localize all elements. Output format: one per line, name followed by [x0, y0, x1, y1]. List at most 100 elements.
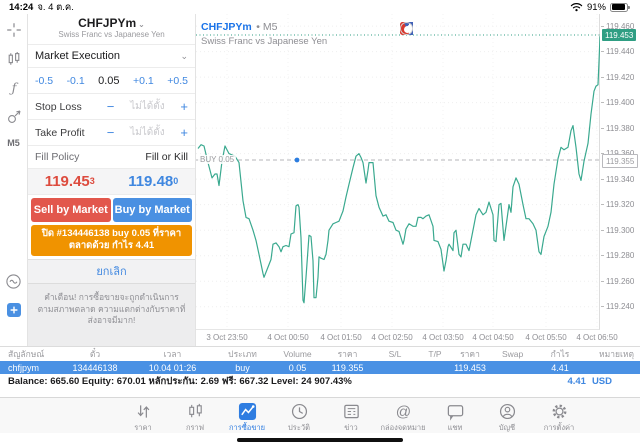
indicators-icon[interactable]: ƒ — [6, 80, 22, 97]
tab-label: ข่าว — [344, 423, 358, 432]
wifi-icon — [570, 3, 583, 12]
fill-policy-row[interactable]: Fill Policy Fill or Kill — [28, 145, 195, 168]
tab-news[interactable]: ข่าว — [325, 400, 377, 434]
position-row[interactable]: chfjpym 134446138 10.04 01:26 buy 0.05 119.35… — [0, 361, 640, 374]
take-profit-row: Take Profit − ไม่ได้ตั้ง + — [28, 119, 195, 145]
current-price-tag: 119.453 — [602, 29, 637, 41]
account-summary-row: Balance: 665.60 Equity: 670.01 หลักประกั… — [0, 374, 640, 389]
chevron-down-icon: ⌄ — [180, 50, 188, 61]
price-tick-label: 119.460 — [601, 22, 640, 31]
volume-dec-small-button[interactable]: -0.1 — [66, 74, 85, 87]
volume-value[interactable]: 0.05 — [98, 74, 120, 87]
sell-button[interactable]: Sell by Market — [31, 198, 111, 222]
table-header-row: สัญลักษณ์ ตั๋ว เวลา ประเภท Volume ราคา S/L T/P ร… — [0, 347, 640, 361]
status-bar: 14:24 จ. 4 ต.ค. 91% — [0, 0, 640, 14]
volume-dec-large-button[interactable]: -0.5 — [35, 74, 54, 87]
tab-label: กราฟ — [185, 423, 205, 432]
fill-policy-value: Fill or Kill — [145, 151, 188, 163]
price-tick-label: 119.280 — [601, 251, 640, 260]
svg-text:@: @ — [395, 403, 410, 420]
tabs-container: ราคา กราฟ การซื้อขาย ประวัติ ข่าว @ กล่องจดหมา… — [117, 400, 585, 434]
crosshair-icon[interactable] — [6, 22, 22, 38]
time-axis[interactable]: 3 Oct 23:50 4 Oct 00:50 4 Oct 01:50 4 Oct 0… — [196, 330, 617, 346]
chart-toolbar: ƒ M5 — [0, 14, 28, 346]
time-tick-label: 4 Oct 01:50 — [320, 333, 362, 342]
news-icon — [343, 404, 359, 419]
header-cell-3: ประเภท — [228, 349, 257, 359]
tab-label: การตั้งค่า — [543, 423, 575, 432]
tab-history[interactable]: ประวัติ — [273, 400, 325, 434]
status-right: 91% — [570, 2, 631, 13]
row-cell-8: 119.453 — [454, 362, 486, 373]
tab-label: แชท — [447, 423, 463, 432]
home-indicator[interactable] — [237, 438, 403, 442]
symbol-header[interactable]: CHFJPYm ⌄ Swiss Franc vs Japanese Yen — [28, 14, 195, 44]
price-tick-label: 119.260 — [601, 277, 640, 286]
row-cell-0: chfjpym — [8, 362, 40, 373]
timeframe-button[interactable]: M5 — [7, 138, 20, 148]
stop-loss-plus-button[interactable]: + — [180, 99, 188, 114]
row-cell-4: 0.05 — [288, 362, 307, 373]
take-profit-minus-button[interactable]: − — [106, 125, 115, 140]
volume-stepper: -0.5 -0.1 0.05 +0.1 +0.5 — [28, 67, 195, 93]
header-cell-2: เวลา — [163, 349, 182, 359]
quick-trade-icon[interactable] — [5, 273, 22, 290]
status-time-date: 14:24 จ. 4 ต.ค. — [9, 0, 74, 15]
time-tick-label: 4 Oct 06:50 — [576, 333, 618, 342]
execution-warning: คำเตือน! การซื้อขายจะถูกดำเนินการตามสภาพ… — [37, 291, 186, 326]
close-position-banner[interactable]: ปิด #134446138 buy 0.05 ที่ราคาตลาดด้วย … — [31, 225, 192, 256]
header-cell-7: T/P — [428, 349, 442, 359]
status-time: 14:24 — [9, 1, 34, 13]
header-cell-5: ราคา — [337, 349, 358, 359]
price-axis[interactable]: 119.460 119.440 119.420 119.400 119.380 119.3… — [601, 14, 640, 330]
take-profit-label: Take Profit — [35, 126, 85, 139]
time-tick-label: 4 Oct 04:50 — [472, 333, 514, 342]
svg-text:ƒ: ƒ — [8, 82, 18, 97]
price-tick-label: 119.440 — [601, 47, 640, 56]
order-buttons: Sell by Market Buy by Market — [28, 195, 195, 225]
positions-table: สัญลักษณ์ ตั๋ว เวลา ประเภท Volume ราคา S/L T/P ร… — [0, 346, 640, 389]
chart-area: CHFJPYm • M5 Swiss Franc vs Japanese Yen… — [196, 14, 640, 346]
row-cell-10: 4.41 — [551, 362, 569, 373]
objects-icon[interactable] — [6, 109, 22, 125]
price-tick-label: 119.360 — [601, 149, 640, 158]
buy-button[interactable]: Buy by Market — [112, 198, 192, 222]
take-profit-value[interactable]: ไม่ได้ตั้ง — [130, 127, 165, 138]
time-tick-label: 4 Oct 02:50 — [371, 333, 413, 342]
trade-panel: CHFJPYm ⌄ Swiss Franc vs Japanese Yen Mar… — [28, 14, 196, 346]
order-type-select[interactable]: Market Execution ⌄ — [28, 44, 195, 67]
take-profit-plus-button[interactable]: + — [180, 125, 188, 140]
balance-summary: Balance: 665.60 Equity: 670.01 หลักประกั… — [8, 376, 352, 387]
battery-icon — [610, 2, 631, 12]
header-cell-10: กำไร — [550, 349, 570, 359]
add-window-icon[interactable] — [6, 302, 22, 318]
tab-chat[interactable]: แชท — [429, 400, 481, 434]
header-cell-6: S/L — [388, 349, 402, 359]
time-tick-label: 4 Oct 03:50 — [422, 333, 464, 342]
candlestick-tool-icon[interactable] — [6, 51, 22, 67]
status-date: จ. 4 ต.ค. — [37, 1, 74, 13]
tab-mailbox[interactable]: @ กล่องจดหมาย — [377, 400, 429, 434]
chat-icon — [447, 405, 463, 421]
chart-plot[interactable]: CHFJPYm • M5 Swiss Franc vs Japanese Yen… — [196, 14, 600, 330]
header-cell-11: หมายเหตุ — [599, 349, 634, 359]
main-content: ƒ M5 CHFJPYm ⌄ Swiss Franc vs Japanese Ye… — [0, 14, 640, 346]
tab-accounts[interactable]: บัญชี — [481, 400, 533, 434]
price-tick-label: 119.300 — [601, 226, 640, 235]
stop-loss-label: Stop Loss — [35, 100, 82, 113]
symbol-flags — [400, 22, 413, 35]
cancel-button[interactable]: ยกเลิก — [28, 259, 195, 284]
tab-trade[interactable]: การซื้อขาย — [221, 400, 273, 434]
volume-inc-small-button[interactable]: +0.1 — [133, 74, 154, 87]
volume-inc-large-button[interactable]: +0.5 — [167, 74, 188, 87]
charts-icon — [188, 403, 202, 418]
tab-charts[interactable]: กราฟ — [169, 400, 221, 434]
header-cell-4: Volume — [283, 349, 312, 359]
tab-settings[interactable]: การตั้งค่า — [533, 400, 585, 434]
tab-quotes[interactable]: ราคา — [117, 400, 169, 434]
stop-loss-minus-button[interactable]: − — [106, 99, 115, 114]
history-icon — [291, 403, 307, 420]
stop-loss-value[interactable]: ไม่ได้ตั้ง — [130, 101, 165, 112]
japan-flag-icon — [400, 22, 413, 35]
